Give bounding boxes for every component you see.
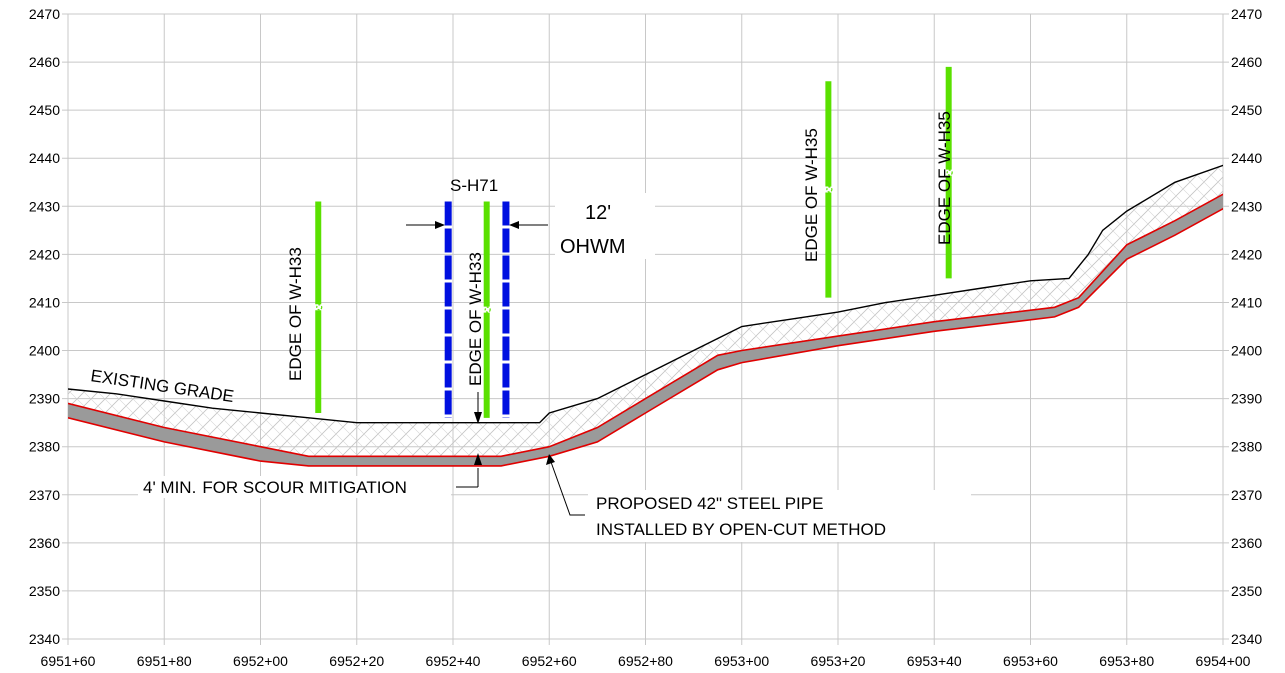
proposed-pipe (68, 194, 1223, 466)
min-cover-label: 4' MIN. FOR SCOUR MITIGATION (143, 478, 407, 497)
edge-label-w-h33-left: EDGE OF W-H33 (286, 247, 305, 381)
edge-label-w-h35-right: EDGE OF W-H35 (935, 111, 954, 245)
x-tick-label: 6952+60 (522, 653, 577, 669)
y-tick-label-right: 2450 (1231, 102, 1262, 118)
x-tick-label: 6952+80 (618, 653, 673, 669)
y-tick-label-left: 2470 (29, 6, 60, 22)
ohwm-label-mask (555, 193, 655, 259)
y-tick-label-left: 2350 (29, 583, 60, 599)
y-tick-label-right: 2360 (1231, 535, 1262, 551)
pipe-top-edge (68, 193, 1223, 458)
pipe-label-mask (588, 490, 971, 542)
y-tick-label-left: 2420 (29, 246, 60, 262)
pipe-bottom-edge (68, 207, 1223, 467)
y-axis-left: 2340 2350 2360 2370 2380 2390 2400 2410 2420 2430… (29, 6, 60, 647)
ohwm-lines (444, 201, 510, 418)
pipe-label-line2: INSTALLED BY OPEN-CUT METHOD (596, 520, 886, 539)
x-tick-label: 6953+40 (907, 653, 962, 669)
wetland-edge-marker (484, 306, 491, 313)
ohwm-dimension (406, 221, 548, 229)
x-axis: 6951+60 6951+80 6952+00 6952+20 6952+40 6952+… (41, 653, 1251, 669)
wetland-edge-marker (946, 169, 953, 176)
y-tick-label-right: 2390 (1231, 391, 1262, 407)
wetland-edge-lines (315, 66, 953, 418)
y-tick-label-left: 2430 (29, 198, 60, 214)
y-tick-label-right: 2340 (1231, 631, 1262, 647)
y-tick-label-left: 2340 (29, 631, 60, 647)
y-tick-label-left: 2380 (29, 439, 60, 455)
x-tick-label: 6953+00 (714, 653, 769, 669)
y-tick-label-right: 2380 (1231, 439, 1262, 455)
y-tick-label-left: 2410 (29, 294, 60, 310)
ohwm-label: OHWM (560, 236, 626, 258)
edge-label-w-h35-left: EDGE OF W-H35 (802, 128, 821, 262)
y-axis-right: 2340 2350 2360 2370 2380 2390 2400 2410 2420 2430… (1231, 6, 1262, 647)
x-tick-label: 6952+40 (426, 653, 481, 669)
y-tick-label-left: 2400 (29, 343, 60, 359)
min-cover-label-a: 4' MIN. (143, 478, 196, 497)
min-cover-label-b: FOR SCOUR MITIGATION (202, 478, 407, 497)
existing-grade-line (68, 164, 1223, 424)
y-tick-label-right: 2430 (1231, 198, 1262, 214)
x-tick-label: 6952+20 (329, 653, 384, 669)
cover-label-mask (138, 476, 451, 498)
pipe-leader (546, 454, 585, 516)
y-tick-label-right: 2440 (1231, 150, 1262, 166)
y-tick-label-right: 2460 (1231, 54, 1262, 70)
y-tick-label-right: 2420 (1231, 246, 1262, 262)
y-tick-label-right: 2410 (1231, 294, 1262, 310)
pipe-label-line1: PROPOSED 42" STEEL PIPE (596, 494, 823, 513)
x-tick-label: 6953+20 (811, 653, 866, 669)
x-tick-label: 6951+80 (137, 653, 192, 669)
y-tick-label-right: 2400 (1231, 343, 1262, 359)
cover-dimension (456, 392, 482, 488)
grid-lines (62, 13, 1229, 645)
y-tick-label-right: 2370 (1231, 487, 1262, 503)
ohwm-width-label: 12' (585, 202, 611, 224)
x-tick-label: 6954+00 (1196, 653, 1251, 669)
y-tick-label-left: 2450 (29, 102, 60, 118)
x-tick-label: 6953+60 (1003, 653, 1058, 669)
x-tick-label: 6952+00 (233, 653, 288, 669)
y-tick-label-left: 2460 (29, 54, 60, 70)
x-tick-label: 6951+60 (41, 653, 96, 669)
wetland-edge-marker (316, 304, 323, 311)
y-tick-label-left: 2360 (29, 535, 60, 551)
y-tick-label-left: 2370 (29, 487, 60, 503)
y-tick-label-left: 2390 (29, 391, 60, 407)
y-tick-label-right: 2470 (1231, 6, 1262, 22)
edge-label-w-h33-center: EDGE OF W-H33 (466, 252, 485, 386)
wetland-edge-marker (826, 186, 833, 193)
y-tick-label-right: 2350 (1231, 583, 1262, 599)
x-tick-label: 6953+80 (1099, 653, 1154, 669)
hatched-cover-area (68, 165, 1223, 457)
y-tick-label-left: 2440 (29, 150, 60, 166)
stream-id-label: S-H71 (450, 176, 498, 195)
